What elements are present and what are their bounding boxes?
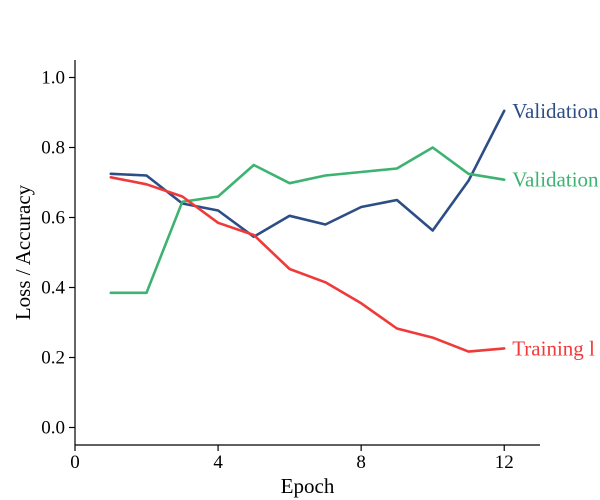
x-tick-label: 0	[70, 452, 80, 473]
x-tick-label: 8	[356, 452, 366, 473]
y-tick-label: 0.8	[41, 138, 65, 159]
y-tick-label: 0.0	[41, 418, 65, 439]
series-label-1: Validation	[512, 99, 599, 123]
series-line-3	[109, 176, 506, 353]
y-ticks: 0.0 0.2 0.4 0.6 0.8 1.0	[41, 68, 75, 439]
series-label-2: Validation	[512, 168, 599, 192]
y-tick-label: 0.2	[41, 348, 65, 369]
series-line-2	[109, 146, 506, 295]
y-axis-title: Loss / Accuracy	[11, 184, 35, 320]
axes	[74, 60, 540, 446]
y-tick-label: 0.6	[41, 208, 65, 229]
x-axis-title: Epoch	[281, 474, 335, 498]
x-tick-label: 12	[495, 452, 514, 473]
y-tick-label: 0.4	[41, 278, 65, 299]
y-tick-label: 1.0	[41, 68, 65, 89]
x-tick-label: 4	[213, 452, 223, 473]
series-labels: Validation Validation Training l	[512, 99, 599, 361]
series-line-1	[109, 109, 506, 239]
series-lines	[109, 109, 506, 353]
series-label-3: Training l	[512, 336, 595, 360]
x-ticks: 0 4 8 12	[70, 445, 514, 473]
